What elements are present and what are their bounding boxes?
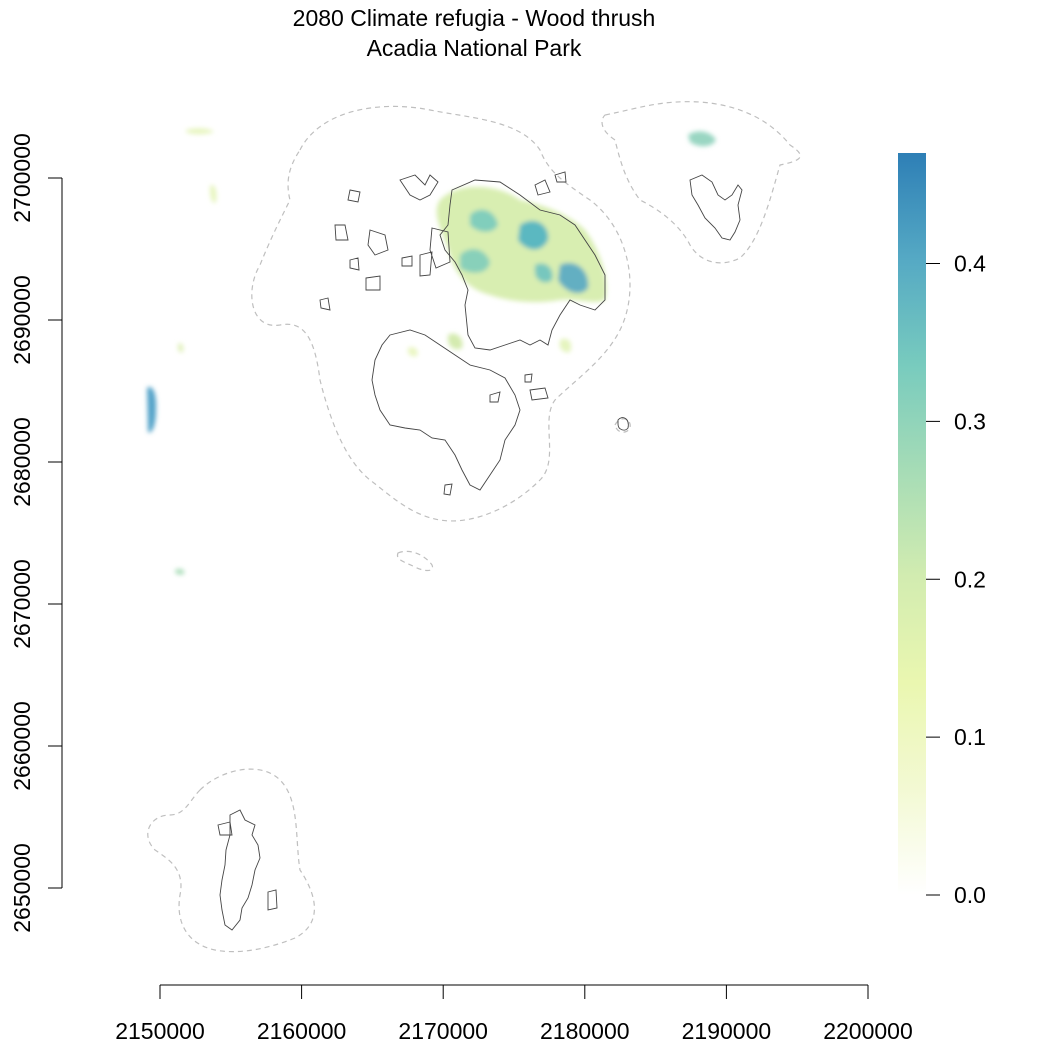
- mount-desert-west-boundary: [371, 329, 521, 491]
- chart-subtitle: Acadia National Park: [367, 35, 582, 61]
- isle-au-haut-boundary: [217, 809, 278, 931]
- x-tick-label: 2160000: [257, 1018, 347, 1044]
- raster-patch-mdi-core-1: [460, 249, 490, 273]
- raster-patch-mdi-core-5: [535, 263, 553, 283]
- raster-patch-mdi-south-2: [559, 338, 572, 353]
- y-axis: 2650000 2660000 2670000 2680000 2690000 27000…: [9, 133, 63, 933]
- legend: 0.0 0.1 0.2 0.3 0.4: [898, 153, 986, 908]
- western-parcels: [334, 224, 451, 291]
- y-tick-label: 2670000: [9, 559, 35, 649]
- raster-patch-west-small-2: [186, 128, 214, 135]
- legend-colorbar: [898, 153, 926, 895]
- raster-patch-west-small-3: [177, 343, 184, 353]
- map-layers: [147, 101, 801, 953]
- raster-patch-mdi-west: [407, 347, 418, 357]
- mount-desert-buffer: [251, 105, 631, 522]
- raster-patch-west-small-4: [175, 568, 185, 575]
- y-tick-label: 2690000: [9, 275, 35, 365]
- isle-au-haut-buffer: [147, 768, 315, 953]
- legend-tick-label: 0.3: [954, 408, 986, 434]
- mount-desert-boundary: [439, 179, 606, 351]
- legend-tick-label: 0.4: [954, 251, 986, 277]
- raster-patch-schoodic: [688, 131, 716, 147]
- y-tick-label: 2680000: [9, 417, 35, 507]
- y-tick-label: 2700000: [9, 133, 35, 223]
- raster-patch-mdi-core-3: [558, 262, 589, 294]
- x-tick-label: 2180000: [540, 1018, 630, 1044]
- x-tick-label: 2170000: [398, 1018, 488, 1044]
- raster-patch-mdi-core-4: [470, 209, 498, 232]
- x-tick-label: 2190000: [682, 1018, 772, 1044]
- x-axis: 2150000 2160000 2170000 2180000 2190000 22000…: [115, 984, 913, 1044]
- small-island-buffer: [396, 550, 434, 572]
- raster-patch-mdi-south: [448, 333, 463, 350]
- schoodic-boundary: [689, 174, 743, 241]
- legend-tick-label: 0.0: [954, 882, 986, 908]
- northern-parcels: [347, 171, 567, 203]
- porcupine-island-buffer: [614, 418, 631, 433]
- chart-title: 2080 Climate refugia - Wood thrush: [293, 5, 656, 31]
- x-tick-label: 2200000: [823, 1018, 913, 1044]
- porcupine-island-boundary: [617, 417, 629, 431]
- raster-patch-west-small-1: [210, 184, 217, 204]
- southern-parcels: [319, 257, 549, 496]
- y-tick-label: 2650000: [9, 843, 35, 933]
- y-tick-label: 2660000: [9, 701, 35, 791]
- schoodic-buffer: [601, 101, 801, 264]
- legend-tick-label: 0.1: [954, 724, 986, 750]
- park-boundary: [217, 171, 743, 931]
- legend-tick-label: 0.2: [954, 566, 986, 592]
- buffer-outlines: [147, 101, 801, 953]
- raster-patch-west-edge: [147, 386, 157, 433]
- x-tick-label: 2150000: [115, 1018, 205, 1044]
- refugia-raster: [147, 128, 716, 575]
- raster-patch-mdi-core-2: [518, 220, 549, 250]
